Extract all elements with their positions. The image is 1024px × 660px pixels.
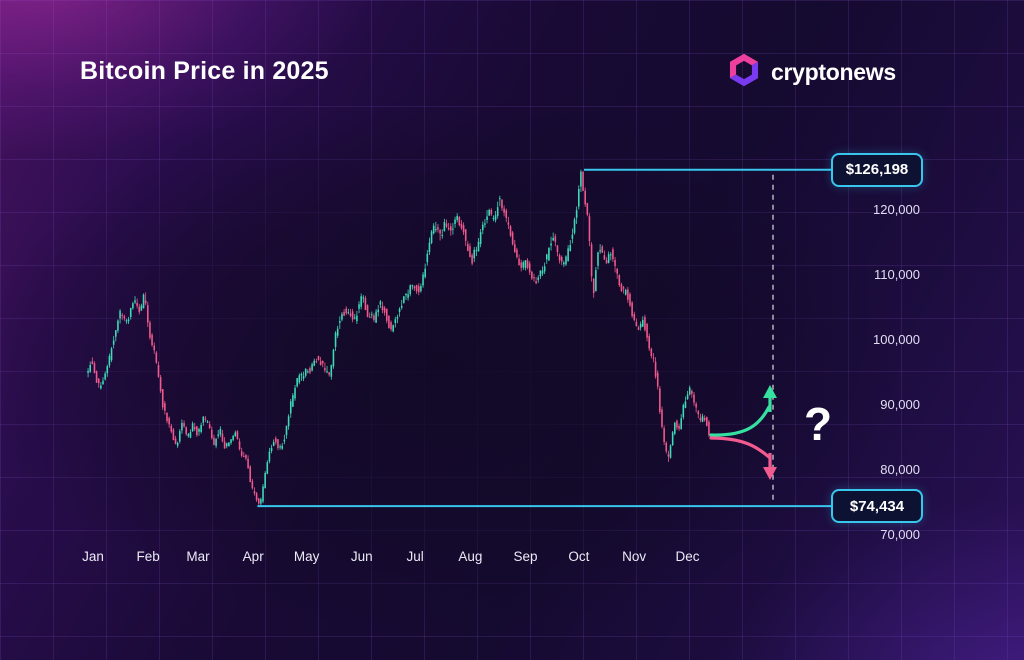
x-axis-label-may: May xyxy=(293,549,320,564)
x-axis-label-sep: Sep xyxy=(513,549,538,564)
x-axis-label-apr: Apr xyxy=(242,549,264,564)
x-axis-label-nov: Nov xyxy=(622,549,647,564)
low-price-callout: $74,434 xyxy=(831,489,923,524)
cryptonews-logo: cryptonews xyxy=(726,52,896,93)
cryptonews-logo-icon xyxy=(726,52,762,93)
high-price-callout: $126,198 xyxy=(831,152,923,187)
x-axis-label-jan: Jan xyxy=(82,549,104,564)
x-axis-label-oct: Oct xyxy=(568,549,590,564)
x-axis-label-mar: Mar xyxy=(186,549,210,564)
y-axis-label-70000: 70,000 xyxy=(880,527,920,542)
question-mark-annotation: ? xyxy=(803,398,833,450)
page-title: Bitcoin Price in 2025 xyxy=(80,57,329,85)
y-axis-label-110000: 110,000 xyxy=(873,267,920,282)
x-axis-label-dec: Dec xyxy=(675,549,700,564)
x-axis-label-jun: Jun xyxy=(350,549,373,564)
cryptonews-logo-text: cryptonews xyxy=(771,59,896,85)
y-axis-label-80000: 80,000 xyxy=(880,462,920,477)
x-axis-label-aug: Aug xyxy=(458,549,483,564)
x-axis-label-jul: Jul xyxy=(406,549,424,564)
y-axis-label-120000: 120,000 xyxy=(873,202,920,217)
y-axis-label-90000: 90,000 xyxy=(880,397,920,412)
y-axis-label-100000: 100,000 xyxy=(873,332,920,347)
x-axis-label-feb: Feb xyxy=(136,549,160,564)
